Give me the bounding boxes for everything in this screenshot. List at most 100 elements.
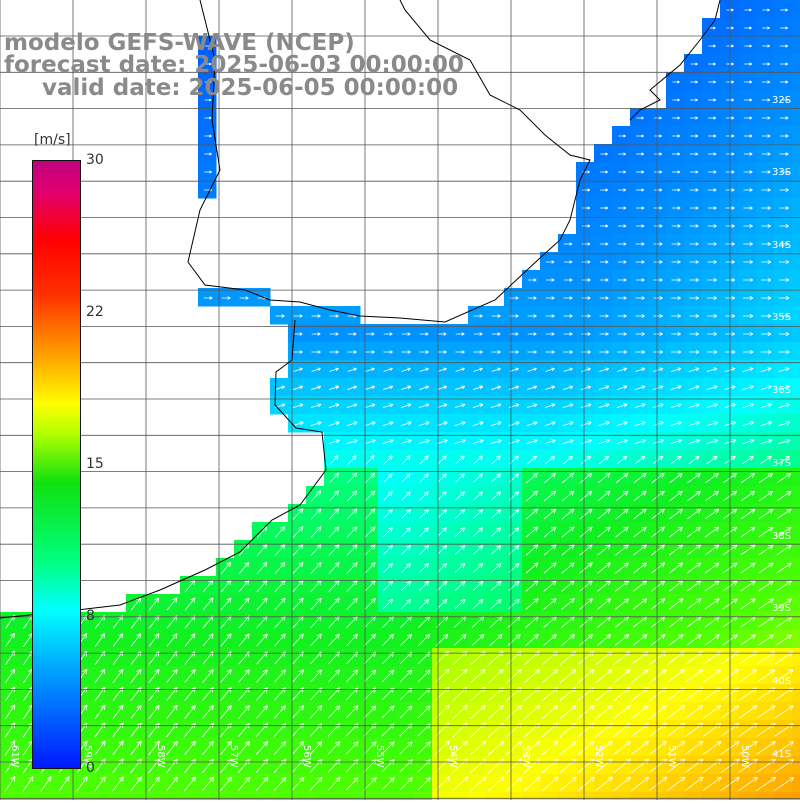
wind-speed-cell xyxy=(414,342,433,361)
wind-speed-cell xyxy=(684,792,703,804)
wind-arrow xyxy=(706,455,718,465)
wind-arrow xyxy=(756,651,776,665)
wind-arrow xyxy=(273,741,287,755)
wind-arrow xyxy=(761,170,771,174)
wind-speed-cell xyxy=(594,576,613,595)
wind-speed-cell xyxy=(270,738,289,757)
wind-speed-cell xyxy=(594,450,613,469)
wind-speed-cell xyxy=(666,558,685,577)
wind-speed-cell xyxy=(108,720,127,739)
wind-arrow xyxy=(762,44,770,48)
wind-speed-cell xyxy=(540,540,559,559)
wind-arrow xyxy=(760,385,772,391)
wind-arrow xyxy=(689,278,699,282)
wind-speed-cell xyxy=(162,612,181,631)
wind-speed-cell xyxy=(468,756,487,775)
wind-arrow xyxy=(202,669,214,683)
wind-arrow xyxy=(434,776,451,792)
wind-arrow xyxy=(613,669,631,683)
wind-speed-cell xyxy=(558,792,577,804)
wind-speed-cell xyxy=(720,0,739,19)
wind-speed-cell xyxy=(270,666,289,685)
wind-arrow xyxy=(419,455,429,465)
wind-arrow xyxy=(690,62,698,66)
longitude-label: 56W xyxy=(301,745,312,768)
wind-speed-cell xyxy=(360,450,379,469)
wind-arrow xyxy=(653,332,663,336)
wind-speed-cell xyxy=(630,324,649,343)
wind-arrow xyxy=(616,455,628,465)
wind-arrow xyxy=(761,116,771,120)
wind-arrow xyxy=(310,490,322,502)
wind-arrow xyxy=(705,490,720,502)
wind-arrow xyxy=(690,116,699,120)
wind-arrow xyxy=(689,242,699,246)
wind-speed-cell xyxy=(252,558,271,577)
wind-arrow xyxy=(671,278,681,282)
wind-speed-cell xyxy=(288,360,307,379)
wind-arrow xyxy=(204,98,212,102)
wind-speed-cell xyxy=(540,684,559,703)
wind-arrow xyxy=(418,439,430,445)
wind-arrow xyxy=(545,314,555,318)
wind-speed-cell xyxy=(486,684,505,703)
wind-speed-cell xyxy=(378,522,397,541)
wind-arrow xyxy=(469,758,487,774)
wind-arrow xyxy=(541,776,559,792)
wind-arrow xyxy=(365,367,375,372)
wind-speed-cell xyxy=(396,648,415,667)
wind-speed-cell xyxy=(522,558,541,577)
wind-speed-cell xyxy=(558,720,577,739)
wind-speed-cell xyxy=(540,612,559,631)
wind-arrow xyxy=(706,350,718,354)
wind-speed-cell xyxy=(342,576,361,595)
wind-arrow xyxy=(524,650,540,665)
wind-speed-cell xyxy=(450,684,469,703)
wind-arrow xyxy=(238,561,250,575)
wind-speed-cell xyxy=(702,450,721,469)
wind-speed-cell xyxy=(720,648,739,667)
wind-arrow xyxy=(401,527,411,537)
wind-arrow xyxy=(595,776,614,792)
wind-speed-cell xyxy=(504,306,523,325)
wind-arrow xyxy=(742,403,754,409)
wind-speed-cell xyxy=(792,288,800,307)
wind-speed-cell xyxy=(468,666,487,685)
wind-speed-cell xyxy=(702,378,721,397)
wind-speed-cell xyxy=(126,630,145,649)
wind-speed-cell xyxy=(450,630,469,649)
wind-speed-cell xyxy=(738,576,757,595)
wind-arrow xyxy=(219,758,233,774)
wind-arrow xyxy=(706,385,718,391)
wind-arrow xyxy=(672,80,680,84)
wind-arrow xyxy=(166,776,179,792)
wind-speed-cell xyxy=(108,774,127,793)
wind-speed-cell xyxy=(108,612,127,631)
wind-speed-cell xyxy=(792,414,800,433)
wind-arrow xyxy=(506,668,522,684)
wind-speed-cell xyxy=(342,324,361,343)
wind-speed-cell xyxy=(450,342,469,361)
wind-speed-cell xyxy=(162,630,181,649)
wind-speed-cell xyxy=(774,396,793,415)
wind-speed-cell xyxy=(756,576,775,595)
wind-speed-cell xyxy=(486,540,505,559)
wind-speed-cell xyxy=(324,648,343,667)
wind-speed-cell xyxy=(360,684,379,703)
wind-arrow xyxy=(525,633,539,646)
wind-speed-cell xyxy=(468,648,487,667)
wind-speed-cell xyxy=(558,756,577,775)
wind-arrow xyxy=(310,669,323,683)
wind-speed-cell xyxy=(594,486,613,505)
wind-speed-cell xyxy=(738,126,757,145)
wind-arrow xyxy=(653,314,663,318)
wind-arrow xyxy=(615,472,629,484)
wind-speed-cell xyxy=(792,72,800,91)
wind-speed-cell xyxy=(522,702,541,721)
wind-speed-cell xyxy=(486,396,505,415)
wind-speed-cell xyxy=(324,612,343,631)
wind-speed-cell xyxy=(792,396,800,415)
wind-arrow xyxy=(345,741,359,755)
wind-speed-cell xyxy=(324,324,343,343)
wind-arrow xyxy=(452,758,469,774)
